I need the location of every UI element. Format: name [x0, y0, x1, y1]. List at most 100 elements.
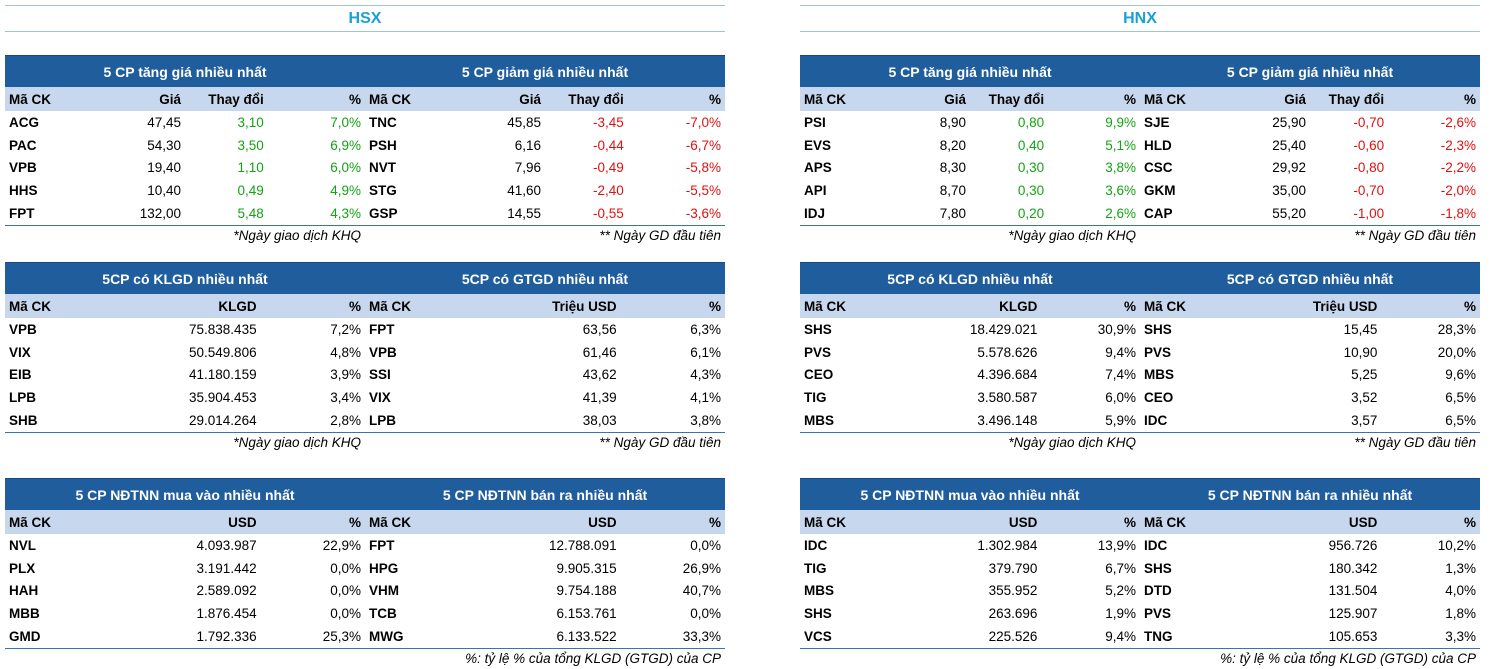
header-row: Mã CK KLGD%	[800, 294, 1140, 318]
table-cell: 1.876.454	[196, 606, 257, 622]
table-cell: 9,9%	[1105, 114, 1136, 130]
header-row: Mã CK USD%	[1140, 510, 1480, 534]
table-row: MBS 3.496.148 5,9%	[800, 409, 1140, 433]
table-cell: -7,0%	[685, 114, 721, 130]
table-cell: 3.496.148	[905, 409, 1042, 433]
table-cell: 7,80	[891, 202, 970, 226]
table-cell: 41,60	[507, 183, 541, 199]
title-row: 5 CP tăng giá nhiều nhất	[5, 55, 365, 87]
section: 5 CP NĐTNN mua vào nhiều nhất Mã CK USD% NV…	[5, 478, 725, 669]
table-cell: 6,0%	[330, 160, 361, 176]
table-cell: GKM	[1144, 183, 1176, 199]
table-cell: PSH	[369, 137, 397, 153]
table-cell: 2,8%	[260, 409, 365, 433]
table-cell: MBS	[804, 583, 834, 599]
column-header: USD	[1245, 510, 1382, 534]
column-header: %	[267, 87, 365, 111]
column-header: Giá	[102, 87, 185, 111]
table-block: 5 CP giảm giá nhiều nhất Mã CK Giá Thay đổi…	[1140, 55, 1480, 246]
table-row: SSI 43,62 4,3%	[365, 364, 725, 387]
table-row: VCS 225.526 9,4%	[800, 625, 1140, 649]
table-cell: 6,16	[514, 137, 541, 153]
table-cell: HPG	[369, 560, 399, 576]
column-header: Mã CK	[365, 510, 477, 534]
table-title: 5 CP giảm giá nhiều nhất	[365, 55, 725, 87]
table-cell: -3,45	[593, 114, 624, 130]
table-title: 5 CP NĐTNN mua vào nhiều nhất	[800, 478, 1140, 510]
table-row: HLD 25,40 -0,60 -2,3%	[1140, 134, 1480, 157]
header-row: Mã CK KLGD%	[5, 294, 365, 318]
table-cell: 9,6%	[1445, 367, 1476, 383]
table-row: DTD 131.504 4,0%	[1140, 580, 1480, 603]
table-row: NVL 4.093.987 22,9%	[5, 534, 365, 557]
title-row: 5 CP tăng giá nhiều nhất	[800, 55, 1140, 87]
table-cell: MBS	[800, 409, 906, 433]
data-table: 5 CP NĐTNN mua vào nhiều nhất Mã CK USD% NV…	[5, 478, 365, 649]
table-cell: 0,0%	[330, 606, 361, 622]
table-cell: 4.093.987	[196, 537, 257, 553]
column-header: %	[620, 294, 725, 318]
table-cell: TIG	[804, 390, 827, 406]
header-row: Mã CK Giá Thay đổi%	[5, 87, 365, 111]
column-header: Mã CK	[5, 294, 117, 318]
footnote	[5, 649, 365, 669]
table-row: MBS 355.952 5,2%	[800, 580, 1140, 603]
table-cell: -0,70	[1353, 114, 1385, 130]
table-cell: 379.790	[988, 560, 1038, 576]
table-cell: 0,0%	[690, 537, 721, 553]
table-cell: 30,9%	[1097, 321, 1136, 337]
table-cell: 3,52	[1351, 390, 1378, 406]
section: 5CP có KLGD nhiều nhất Mã CK KLGD% SHS 18.42…	[800, 262, 1480, 453]
table-cell: PVS	[1144, 344, 1172, 360]
table-cell: 14,55	[462, 202, 545, 226]
table-cell: MWG	[365, 625, 477, 649]
column-header: USD	[116, 510, 261, 534]
column-header: %	[1041, 294, 1140, 318]
table-cell: 0,49	[237, 183, 264, 199]
table-row: LPB 35.904.453 3,4%	[5, 386, 365, 409]
table-row: GSP 14,55 -0,55 -3,6%	[365, 202, 725, 226]
title-row: 5 CP NĐTNN mua vào nhiều nhất	[800, 478, 1140, 510]
table-cell: STG	[369, 183, 397, 199]
table-cell: 3.191.442	[196, 560, 257, 576]
table-cell: SHS	[1144, 321, 1172, 337]
column-header: %	[260, 510, 365, 534]
data-table: 5 CP NĐTNN bán ra nhiều nhất Mã CK USD% FPT…	[365, 478, 725, 649]
table-cell: 13,9%	[1097, 537, 1136, 553]
table-row: GMD 1.792.336 25,3%	[5, 625, 365, 649]
table-cell: 1.302.984	[977, 537, 1038, 553]
column-header: Mã CK	[800, 87, 892, 111]
table-cell: -2,40	[593, 183, 624, 199]
table-cell: 0,80	[1017, 114, 1045, 130]
header-row: Mã CK Giá Thay đổi%	[800, 87, 1140, 111]
column-header: %	[1041, 510, 1140, 534]
table-cell: 28,3%	[1437, 321, 1476, 337]
column-header: KLGD	[905, 294, 1042, 318]
column-header: %	[620, 510, 725, 534]
column-header: Mã CK	[365, 87, 463, 111]
table-cell: 5,1%	[1105, 137, 1136, 153]
table-row: HAH 2.589.092 0,0%	[5, 580, 365, 603]
table-row: SHS 263.696 1,9%	[800, 602, 1140, 625]
table-cell: 12.788.091	[549, 537, 617, 553]
market: HSX 5 CP tăng giá nhiều nhất Mã CK Giá Thay …	[5, 0, 725, 669]
footnote: *Ngày giao dịch KHQ	[1008, 227, 1136, 243]
table-cell: 25,40	[1272, 137, 1306, 153]
table-cell: -5,5%	[685, 183, 721, 199]
table-cell: 4,3%	[267, 202, 365, 226]
table-cell: 3,9%	[330, 367, 361, 383]
table-cell: 55,20	[1231, 202, 1310, 226]
table-cell: -6,7%	[685, 137, 721, 153]
section: 5 CP tăng giá nhiều nhất Mã CK Giá Thay đổi…	[5, 55, 725, 246]
table-row: PLX 3.191.442 0,0%	[5, 557, 365, 580]
table-cell: PSI	[804, 114, 826, 130]
column-header: Triệu USD	[1245, 294, 1382, 318]
footnote	[800, 649, 1140, 669]
table-row: EVS 8,20 0,40 5,1%	[800, 134, 1140, 157]
table-row: SHS 180.342 1,3%	[1140, 557, 1480, 580]
table-cell: 105.653	[1245, 625, 1382, 649]
table-cell: 3,4%	[330, 390, 361, 406]
footnote: ** Ngày GD đầu tiên	[1354, 227, 1476, 243]
table-row: HPG 9.905.315 26,9%	[365, 557, 725, 580]
footnote: ** Ngày GD đầu tiên	[1354, 434, 1476, 450]
